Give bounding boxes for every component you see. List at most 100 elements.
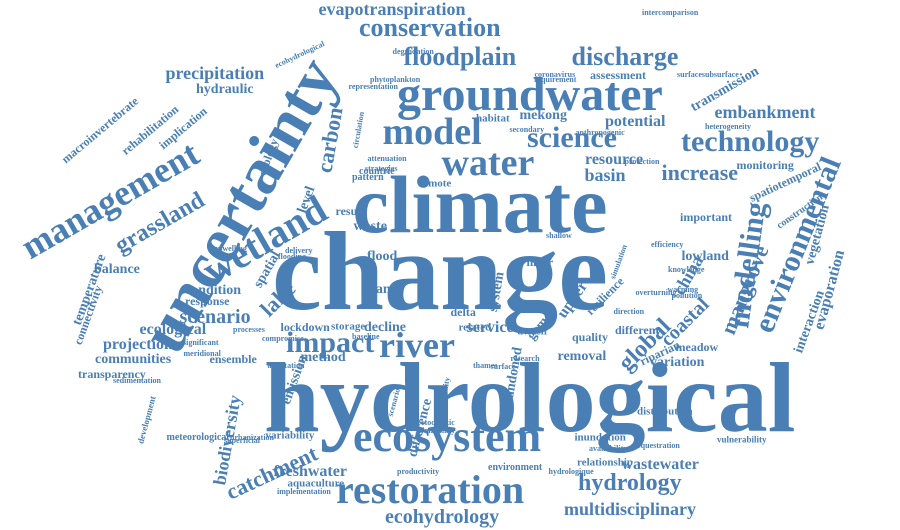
word-mekong: mekong [519, 108, 567, 123]
word-circulation: circulation [350, 111, 367, 149]
word-discharge: discharge [571, 42, 679, 71]
word-restoration: restoration [336, 467, 525, 512]
word-delivery: delivery [285, 246, 313, 255]
word-protection: protection [624, 157, 660, 166]
word-potential: potential [605, 113, 666, 130]
word-model: model [382, 111, 482, 153]
word-evapotranspiration: evapotranspiration [318, 0, 466, 19]
word-monitoring: monitoring [736, 158, 794, 172]
word-basin: basin [584, 165, 626, 185]
word-simulation: simulation [608, 243, 629, 281]
word-implementation: implementation [277, 487, 331, 496]
word-pattern: pattern [352, 172, 384, 183]
word-climate: climate [352, 159, 608, 250]
word-related: related [458, 321, 492, 334]
word-surface: surface [490, 362, 516, 371]
word-storage: storage [331, 320, 366, 333]
word-removal: removal [557, 349, 607, 364]
word-science: science [527, 121, 617, 154]
word-surfacesubsurface: surfacesubsurface [677, 70, 739, 79]
word-knowledge: knowledge [668, 265, 705, 274]
word-distribution: distribution [637, 405, 693, 418]
word-ecological: ecological [139, 321, 207, 338]
word-embankment: embankment [714, 102, 816, 122]
word-relationship: relationship [577, 456, 634, 469]
word-upwelling: upwelling [213, 244, 247, 253]
word-inundation: inundation [574, 431, 626, 444]
word-technology: technology [681, 125, 820, 158]
word-precipitation: precipitation [165, 63, 265, 83]
word-ecosystem: ecosystem [353, 412, 542, 461]
word-hydrologique: hydrologique [548, 467, 594, 476]
word-water: water [441, 142, 535, 184]
word-conservation: conservation [359, 13, 501, 42]
word-sedimentation: sedimentation [113, 376, 161, 385]
word-projection: projection [103, 336, 173, 353]
word-baseline: baseline [352, 332, 380, 341]
word-heterogeneity: heterogeneity [705, 122, 752, 131]
word-strategies: strategies [365, 164, 398, 173]
word-pollution: pollution [671, 291, 703, 300]
word-meridional: meridional [183, 349, 221, 358]
word-environment: environment [488, 462, 543, 473]
word-waste: waste [353, 219, 387, 234]
word-meadow: meadow [675, 340, 719, 354]
word-phytoplankton: phytoplankton [370, 75, 421, 84]
word-compromise: compromise [262, 334, 304, 343]
word-groundwater: groundwater [397, 68, 663, 121]
word-adaptation: adaptation [267, 361, 305, 370]
word-community: community [416, 426, 456, 435]
word-important: important [680, 210, 732, 224]
word-shallow: shallow [546, 231, 572, 240]
word-assessment: assessment [590, 68, 646, 82]
word-niger: niger [526, 255, 554, 269]
word-remote: remote [418, 177, 452, 190]
word-intercomparison: intercomparison [642, 8, 699, 17]
word-habitat: habitat [476, 112, 510, 125]
word-river: river [379, 325, 455, 365]
word-lowland: lowland [681, 249, 729, 264]
word-flood: flood [367, 249, 398, 264]
word-quality: quality [572, 330, 609, 344]
word-efficiency: efficiency [651, 240, 684, 249]
word-availability: availability [589, 444, 628, 453]
word-scenario: scenario [179, 306, 251, 328]
word-sequestration: sequestration [634, 441, 680, 450]
word-thames: thames [473, 361, 498, 370]
word-condition: condition [185, 283, 242, 298]
word-ecohydrology: ecohydrology [385, 506, 500, 528]
word-attenuation: attenuation [367, 154, 407, 163]
word-service: service [466, 319, 514, 336]
word-anthropogenic: anthropogenic [575, 128, 625, 137]
word-overturning: overturning [635, 288, 677, 297]
word-urbanization: urbanization [230, 433, 275, 442]
word-response: response [185, 294, 230, 308]
word-warming: warming [667, 285, 699, 294]
word-transparency: transparency [78, 367, 146, 381]
word-degradation: degradation [392, 47, 434, 56]
word-increase: increase [661, 160, 739, 185]
word-delta: delta [450, 305, 476, 319]
word-hydrology: hydrology [578, 470, 682, 496]
word-impact: impact [286, 326, 375, 359]
word-floodplain: floodplain [403, 42, 517, 71]
word-research: research [510, 354, 540, 363]
word-processes: processes [233, 325, 265, 334]
word-coronavirus: coronavirus [534, 70, 576, 79]
word-awash: awash [517, 325, 547, 338]
word-decline: decline [364, 320, 406, 335]
word-balance: balance [94, 262, 140, 277]
word-representation: representation [348, 82, 398, 91]
word-hydrological: hydrological [264, 342, 796, 453]
word-multidisciplinary: multidisciplinary [564, 499, 697, 519]
word-different: different [615, 323, 660, 337]
word-development: development [135, 394, 158, 445]
word-secondary: secondary [509, 125, 545, 134]
word-change: change [272, 210, 608, 334]
word-stochastic: stochastic [421, 418, 455, 427]
word-communities: communities [95, 352, 172, 367]
word-meteorological: meteorological [166, 432, 230, 443]
word-requirement: requirement [534, 75, 577, 84]
word-flooding: flooding [278, 252, 307, 261]
